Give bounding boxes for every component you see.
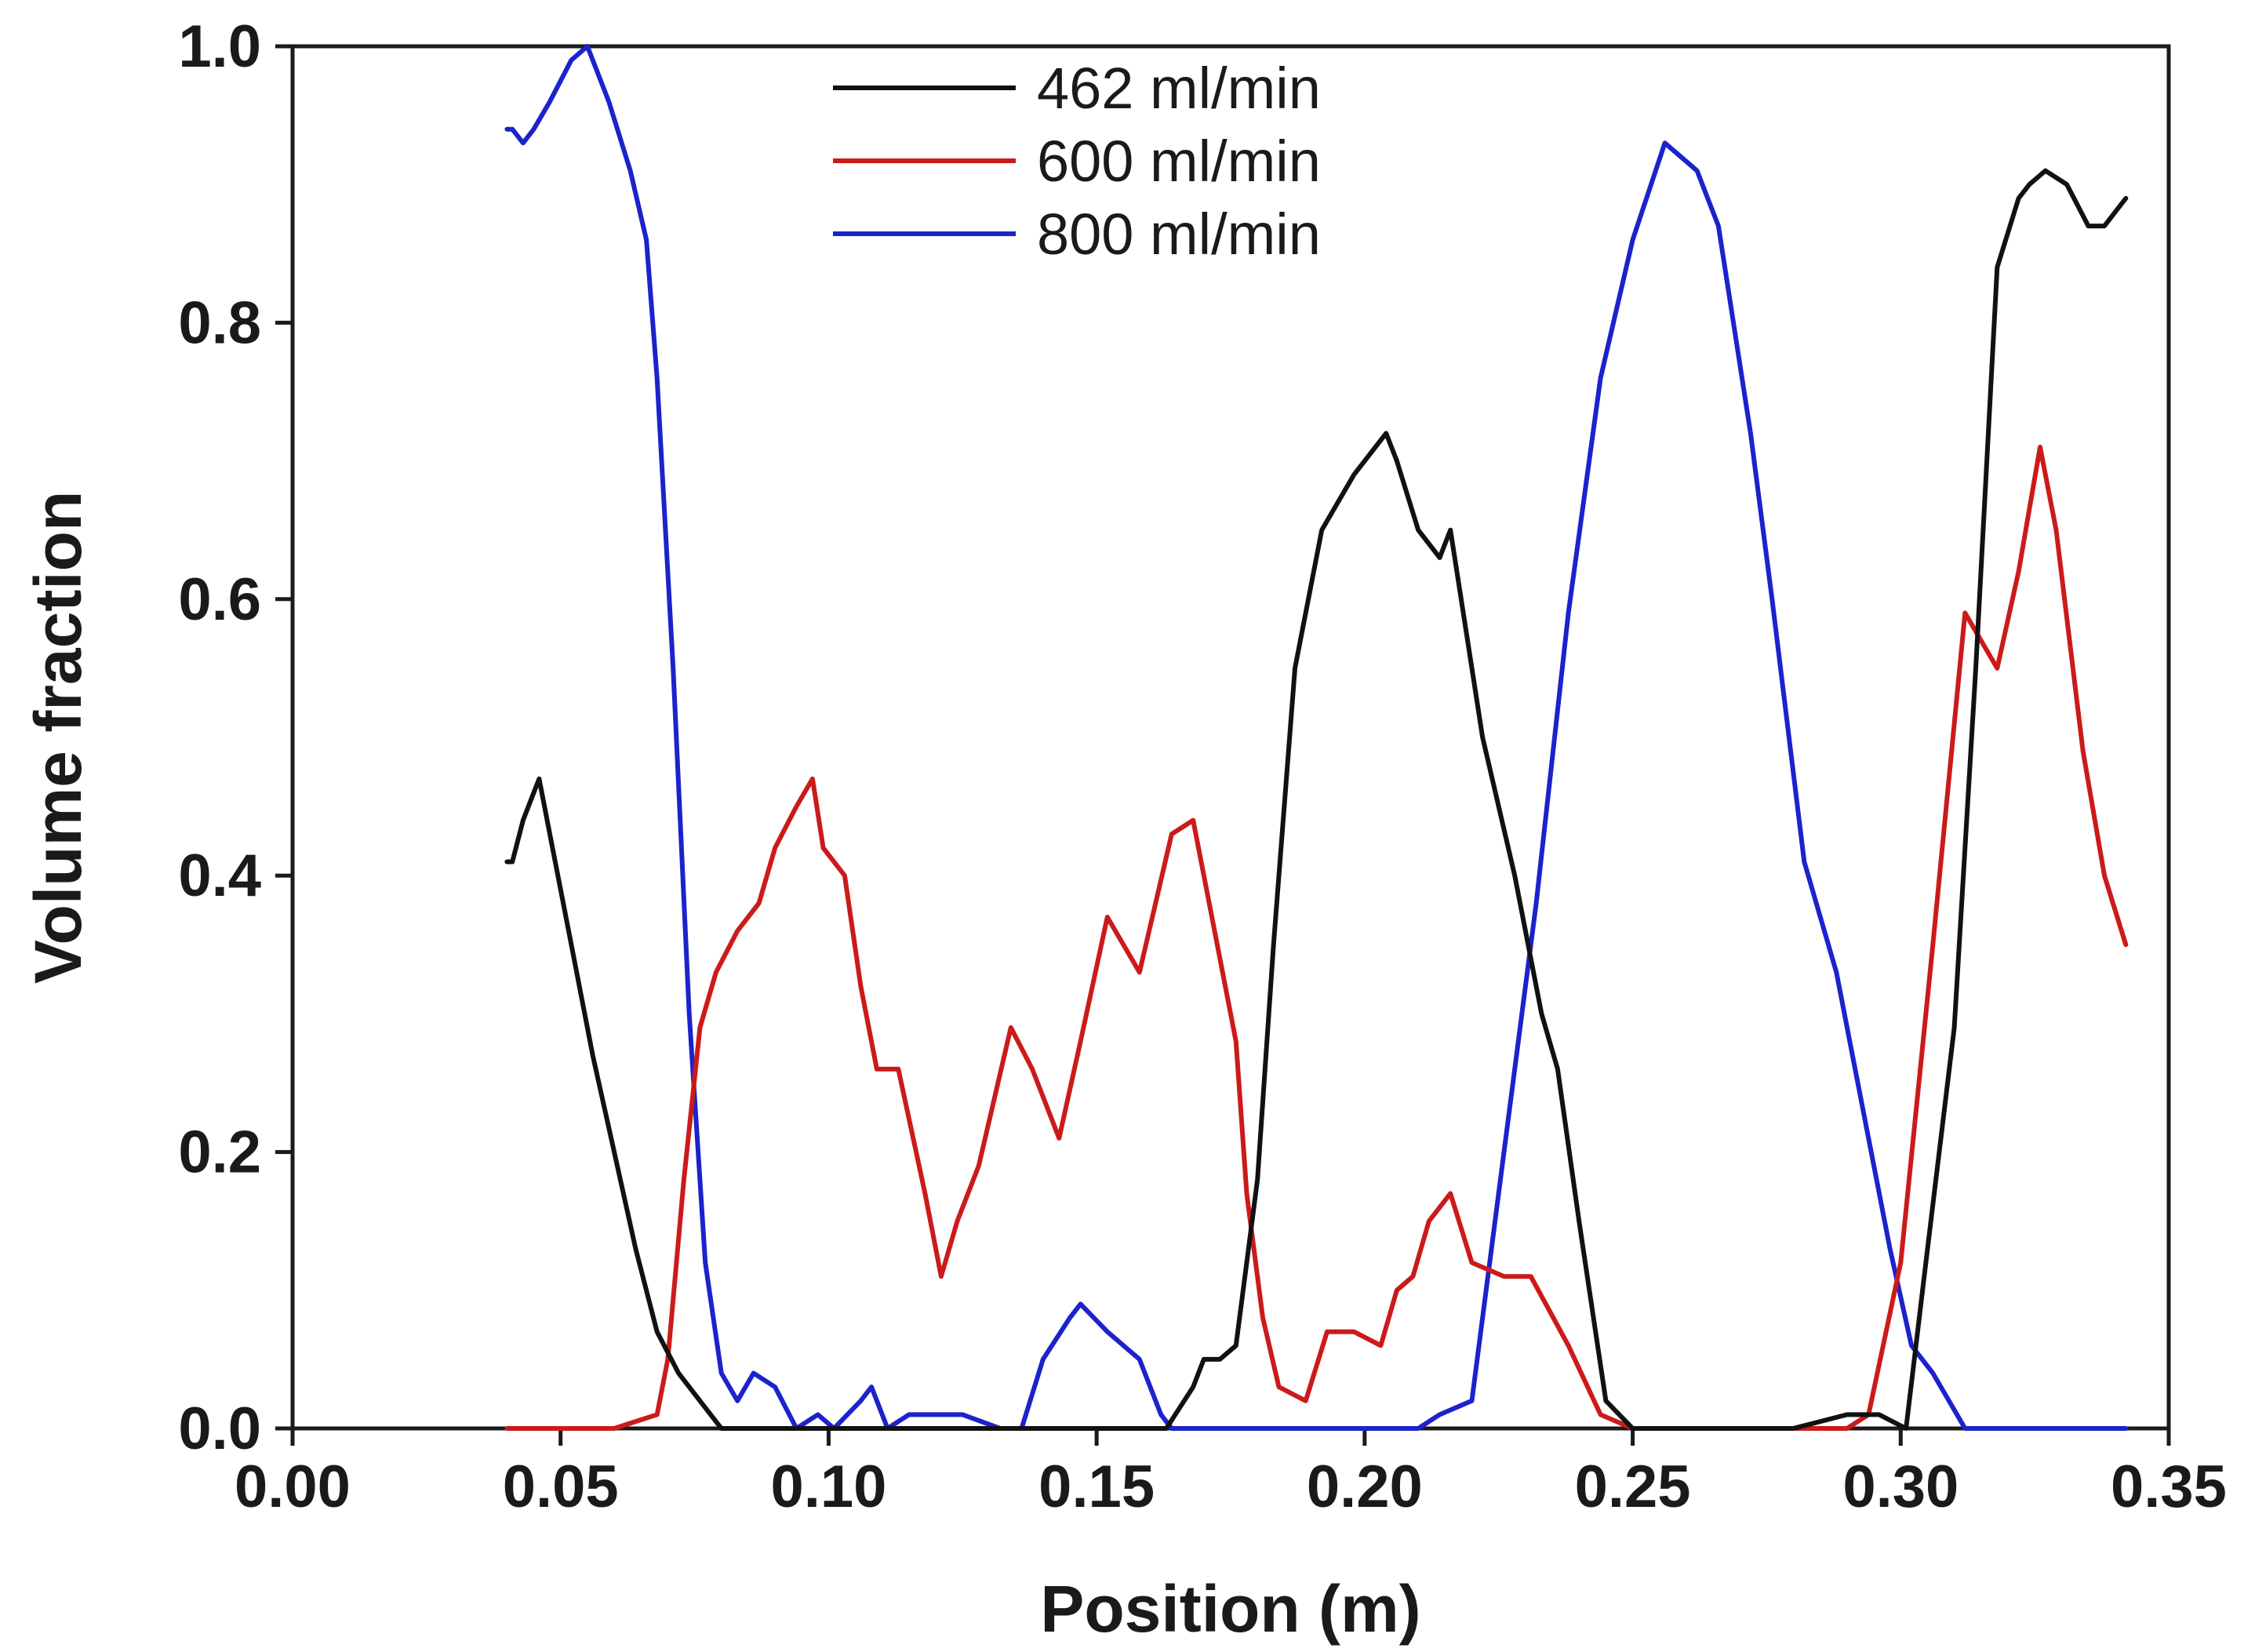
series-line-1 [504,168,2129,1431]
x-tick-label: 0.25 [1575,1454,1691,1520]
y-tick-label: 0.0 [178,1395,261,1462]
y-tick-label: 1.0 [178,13,261,80]
legend-label: 462 ml/min [1037,56,1321,121]
x-tick-label: 0.00 [235,1454,351,1520]
x-tick-label: 0.30 [1842,1454,1959,1520]
y-axis: 0.0 0.2 0.4 0.6 0.8 1.0 [178,13,293,1462]
legend-label: 800 ml/min [1037,202,1321,267]
series-line-2 [504,445,2129,1431]
y-tick-label: 0.8 [178,289,261,356]
legend-label: 600 ml/min [1037,129,1321,194]
y-tick-label: 0.4 [178,842,261,909]
series-lines [504,44,2129,1431]
x-tick-label: 0.10 [770,1454,886,1520]
legend: 462 ml/min 600 ml/min 800 ml/min [833,56,1321,267]
x-tick-label: 0.05 [503,1454,619,1520]
y-tick-label: 0.6 [178,566,261,633]
x-tick-label: 0.20 [1307,1454,1423,1520]
y-tick-label: 0.2 [178,1119,261,1186]
y-axis-title: Volume fraction [21,491,95,984]
x-axis-title: Position (m) [1040,1572,1420,1646]
x-tick-label: 0.35 [2111,1454,2227,1520]
x-tick-label: 0.15 [1038,1454,1155,1520]
x-axis: 0.00 0.05 0.10 0.15 0.20 0.25 0.30 0.35 [235,1428,2227,1520]
